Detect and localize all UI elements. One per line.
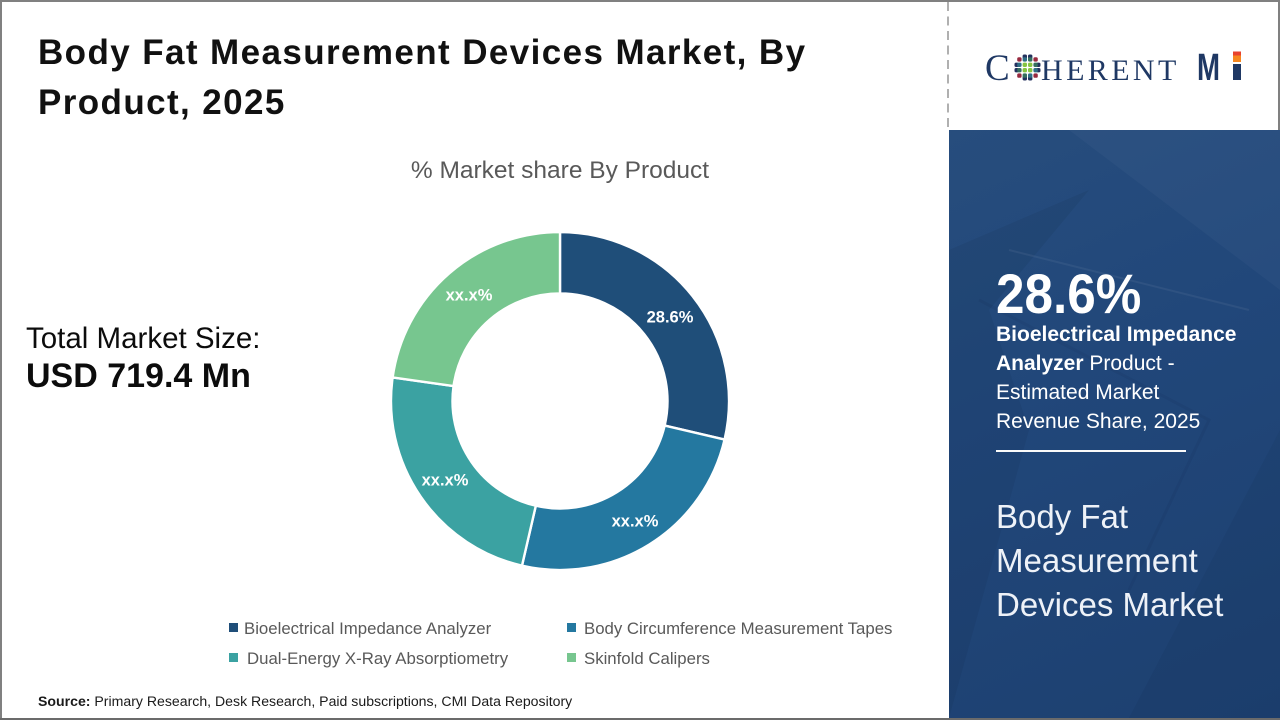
svg-text:M: M <box>1197 47 1220 87</box>
svg-text:HERENT: HERENT <box>1041 54 1180 87</box>
svg-text:C: C <box>985 48 1010 87</box>
